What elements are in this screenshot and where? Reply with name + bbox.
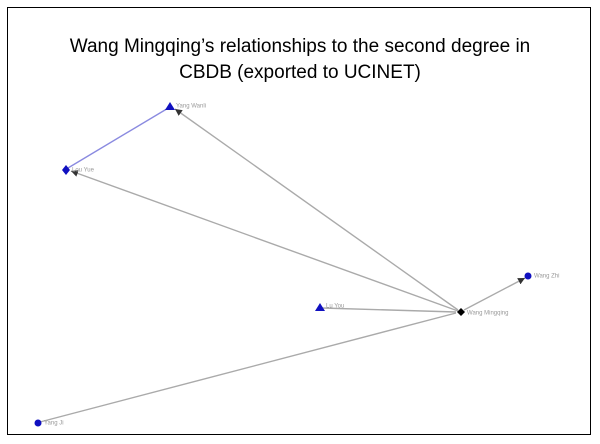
node-label: Yang Ji	[44, 421, 64, 427]
slide-frame	[7, 7, 591, 435]
edge	[321, 307, 457, 313]
edge	[67, 106, 171, 169]
node-triangle	[165, 102, 175, 110]
node-label: Lu You	[326, 304, 344, 310]
slide-title: Wang Mingqing’s relationships to the sec…	[69, 36, 531, 83]
node-label: Wang Mingqing	[467, 311, 508, 317]
node-label: Yang Wanli	[176, 104, 206, 110]
edge	[70, 170, 459, 312]
node-label: Wang Zhi	[534, 274, 559, 280]
node-label: Lou Yue	[72, 168, 95, 174]
edge	[39, 312, 457, 423]
node-circle	[524, 272, 532, 280]
node-diamond	[457, 308, 465, 316]
edge	[174, 108, 459, 311]
node-circle	[34, 419, 42, 427]
node-diamond	[62, 165, 70, 175]
node-triangle	[315, 303, 325, 311]
edge	[463, 277, 526, 311]
